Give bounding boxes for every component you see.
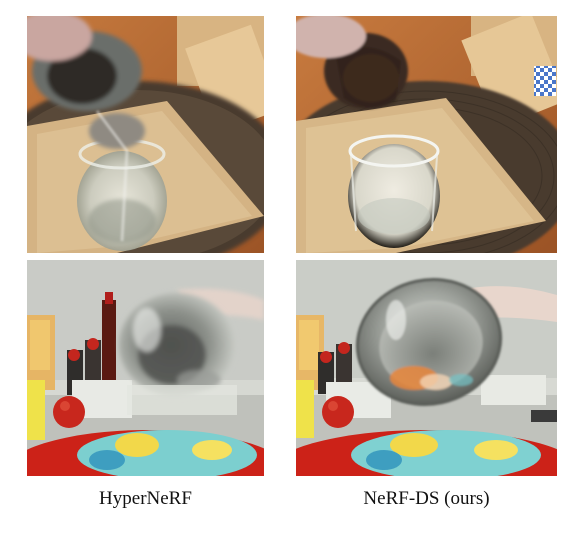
image-hypernerf-bowl-scene bbox=[27, 260, 264, 476]
caption-nerf-ds-ours: NeRF-DS (ours) bbox=[363, 488, 490, 509]
image-nerfds-bowl-scene bbox=[296, 260, 557, 476]
image-nerfds-pouring-scene bbox=[296, 16, 557, 253]
image-hypernerf-pouring-scene bbox=[27, 16, 264, 253]
caption-hypernerf: HyperNeRF bbox=[99, 488, 192, 509]
